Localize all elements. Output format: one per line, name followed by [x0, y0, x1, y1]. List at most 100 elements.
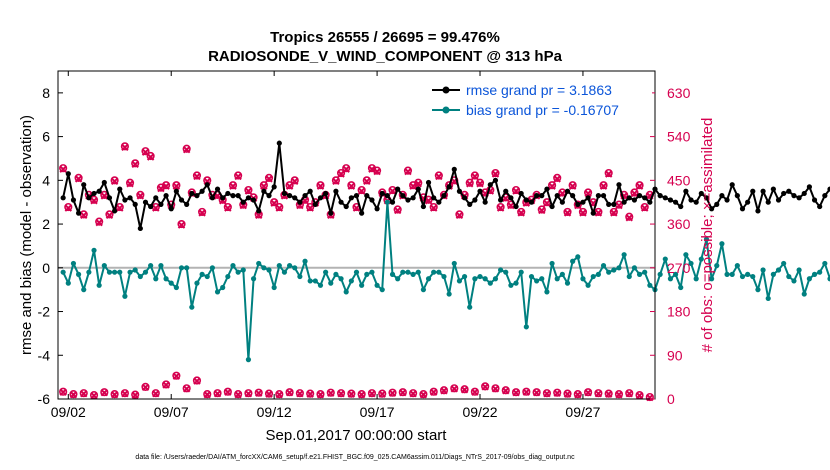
legend: rmse grand pr = 3.1863 bias grand pr = -…	[428, 78, 652, 122]
obs-low-assimilated-55	[625, 389, 633, 398]
obs-high-possible-47	[306, 202, 315, 212]
obs-high-assimilated-stroke-b-112	[640, 204, 649, 212]
obs-high-assimilated-stroke-b-16	[146, 153, 155, 161]
bias-point-96	[554, 276, 560, 282]
x-tick-label-0: 09/02	[51, 404, 86, 420]
bias-point-100	[575, 254, 581, 260]
chart-title: Tropics 26555 / 26695 = 99.476%	[270, 29, 500, 46]
bias-point-82	[482, 276, 488, 282]
rmse-point-135	[755, 208, 761, 214]
obs-low-assimilated-26	[327, 389, 335, 397]
bias-point-59	[364, 271, 370, 277]
bias-point-85	[498, 267, 504, 273]
rmse-point-95	[549, 203, 555, 210]
obs-high-possible-33	[234, 171, 243, 180]
obs-high-possible-78	[465, 178, 474, 187]
rmse-point-99	[570, 193, 576, 199]
rmse-point-89	[518, 190, 524, 197]
bias-point-26	[194, 280, 200, 286]
obs-low-assimilated-stroke-b-49	[563, 390, 572, 398]
y-right-tick-label-3: 270	[667, 260, 691, 276]
obs-high-assimilated-stroke-b-57	[357, 187, 366, 195]
obs-high-possible-88	[517, 207, 526, 217]
obs-high-possible-39	[264, 173, 274, 183]
obs-high-assimilated-stroke-b-55	[347, 182, 356, 190]
rmse-point-97	[559, 199, 565, 205]
bias-point-119	[672, 271, 679, 277]
rmse-point-121	[683, 188, 689, 194]
bias-point-143	[796, 267, 802, 273]
rmse-point-3	[75, 210, 82, 216]
obs-high-assimilated-106	[610, 209, 618, 217]
obs-low-possible-17	[234, 390, 243, 399]
rmse-point-91	[528, 199, 535, 205]
obs-high-assimilated-49	[316, 182, 325, 190]
bias-point-136	[760, 267, 766, 273]
y-axis-right: 0 90 180 270 360 450 540 630	[650, 85, 691, 407]
obs-low-possible-37	[439, 386, 449, 395]
y-right-tick-label-0: 0	[667, 391, 675, 407]
rmse-point-133	[745, 199, 751, 205]
bias-point-93	[539, 276, 545, 282]
x-axis: 09/02 09/07 09/12 09/17 09/22 09/27	[51, 71, 601, 420]
obs-low-assimilated-stroke-b-0	[59, 388, 67, 396]
rmse-point-62	[379, 190, 385, 197]
obs-low-possible-8	[141, 382, 150, 391]
obs-high-assimilated-104	[599, 182, 608, 190]
obs-high-assimilated-76	[455, 211, 464, 220]
rmse-point-49	[312, 201, 318, 207]
obs-low-possible-30	[367, 389, 377, 398]
obs-low-possible-9	[151, 389, 160, 398]
obs-high-assimilated-stroke-b-31	[224, 204, 232, 212]
rmse-point-122	[688, 197, 694, 203]
bias-point-76	[451, 260, 457, 267]
bias-point-140	[781, 260, 787, 267]
bias-point-103	[590, 273, 596, 280]
rmse-point-127	[714, 201, 720, 207]
bias-point-65	[395, 276, 401, 282]
obs-low-assimilated-12	[182, 385, 191, 393]
obs-low-assimilated-52	[594, 389, 603, 398]
obs-high-assimilated-66	[404, 167, 412, 176]
obs-high-possible-112	[640, 202, 649, 212]
bias-point-62	[379, 287, 385, 293]
obs-high-possible-76	[455, 210, 464, 219]
bias-point-69	[415, 269, 421, 275]
obs-low-possible-51	[583, 388, 593, 397]
obs-high-assimilated-stroke-b-54	[342, 165, 350, 173]
bias-point-19	[158, 263, 164, 269]
obs-high-possible-43	[285, 181, 294, 190]
bias-point-48	[307, 278, 313, 284]
obs-high-assimilated-stroke-b-59	[368, 165, 376, 173]
obs-high-possible-111	[635, 181, 644, 190]
rmse-point-13	[127, 195, 133, 201]
obs-high-possible-106	[609, 207, 618, 217]
obs-low-possible-10	[161, 380, 171, 389]
y-tick-label-7: 8	[42, 85, 50, 101]
bias-point-17	[148, 263, 154, 269]
obs-low-assimilated-stroke-b-32	[388, 389, 397, 397]
obs-high-assimilated-stroke-b-22	[177, 221, 186, 229]
obs-high-assimilated-80	[476, 180, 484, 188]
obs-low-possible-43	[501, 386, 510, 395]
rmse-point-144	[801, 190, 807, 197]
rmse-point-60	[369, 197, 375, 203]
obs-high-possible-84	[496, 202, 505, 212]
rmse-point-66	[400, 193, 406, 199]
obs-high-assimilated-111	[635, 182, 644, 190]
rmse-point-17	[148, 203, 154, 210]
rmse-point-138	[770, 186, 776, 192]
obs-low-assimilated-32	[388, 389, 397, 397]
rmse-line	[62, 142, 830, 230]
obs-high-possible-11	[120, 142, 130, 151]
obs-high-assimilated-12	[126, 180, 134, 188]
rmse-point-44	[286, 193, 293, 199]
obs-low-possible-50	[573, 390, 582, 399]
obs-low-possible-35	[419, 390, 428, 399]
bias-point-35	[240, 267, 246, 273]
obs-high-assimilated-stroke-b-87	[512, 187, 520, 195]
rmse-point-33	[230, 193, 236, 199]
rmse-point-77	[456, 188, 463, 194]
obs-high-assimilated-stroke-b-107	[615, 201, 623, 210]
rmse-point-65	[395, 186, 401, 192]
